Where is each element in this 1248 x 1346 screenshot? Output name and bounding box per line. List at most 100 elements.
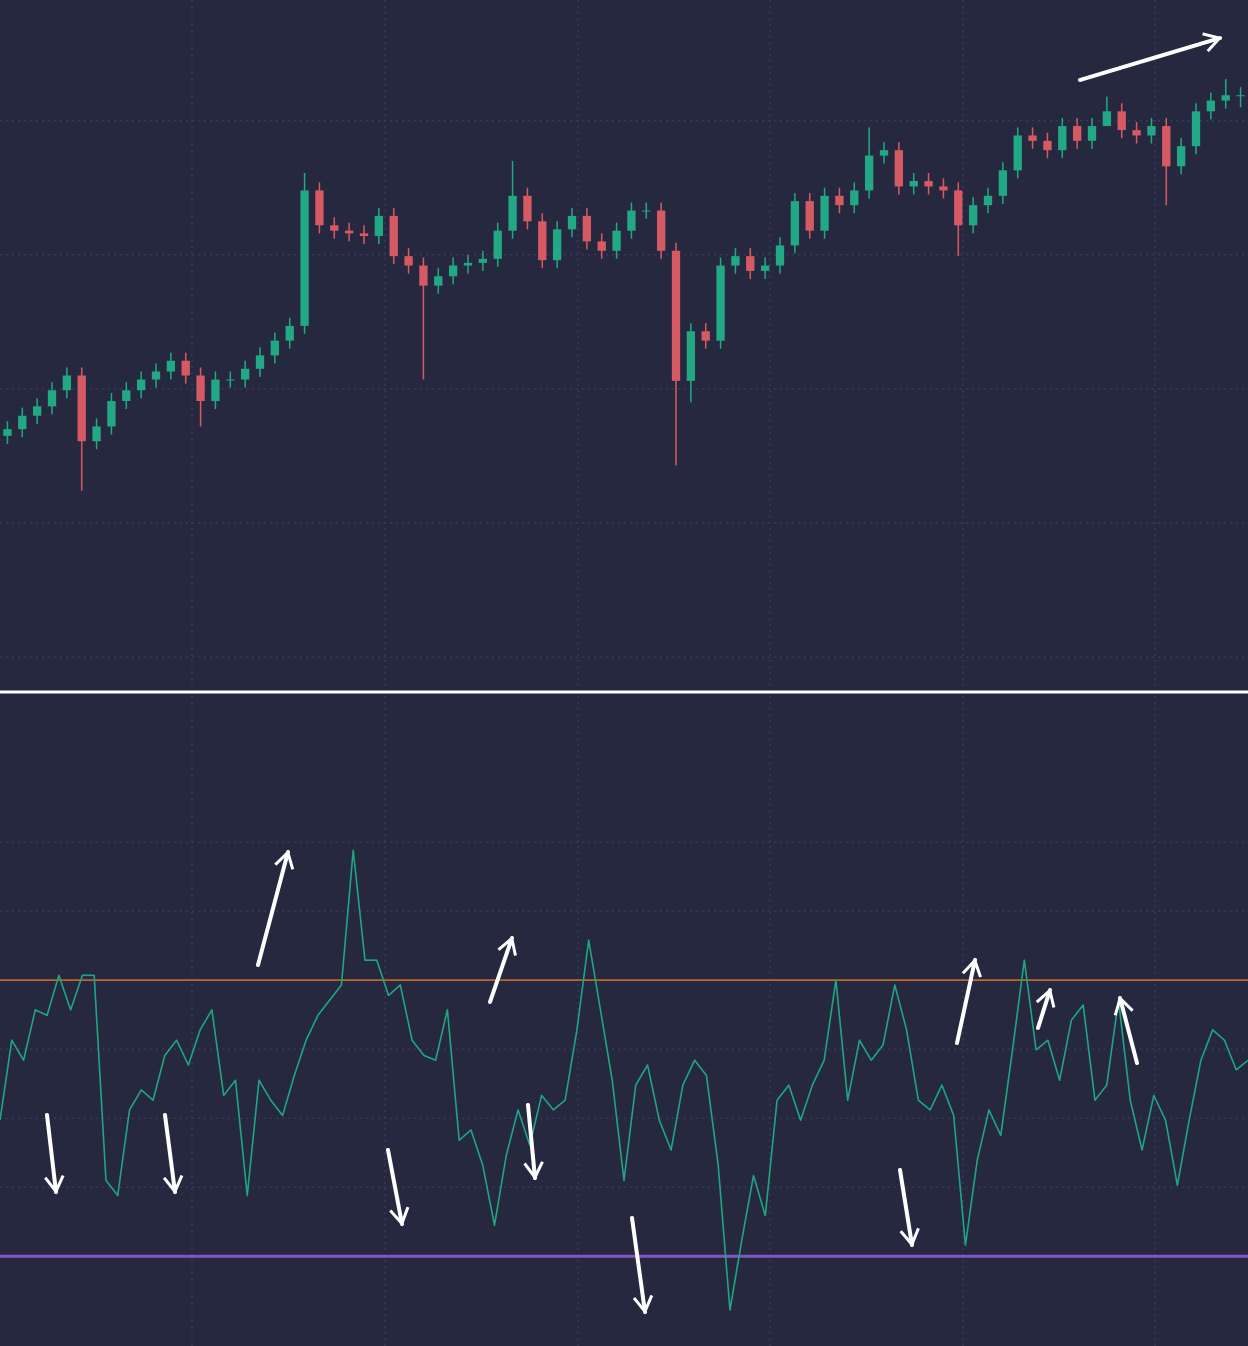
candle-body [419,265,428,286]
candle-body [968,205,978,226]
candle-body [344,230,354,234]
candle-body [122,390,131,401]
candle-body [226,379,235,381]
candle-body [523,195,532,222]
candle-body [1191,111,1201,147]
arrow [386,1148,410,1227]
candle-body [701,331,710,341]
candle-body [196,375,205,401]
candle-body [552,229,562,261]
arrow [630,1216,654,1315]
candle-body [983,195,993,206]
candle-body [656,210,666,251]
candle-body [864,155,874,191]
candle-body [835,195,844,206]
arrow [1035,987,1056,1030]
arrow [256,849,295,967]
candle-body [939,186,948,191]
candle-body [18,415,27,430]
candle-body [300,190,309,326]
candle-body [1236,95,1245,97]
candle-body [879,150,889,156]
candle-body [448,265,458,277]
candle-body [954,190,963,226]
candle-body [493,230,502,259]
candle-body [1221,95,1230,101]
arrow [955,957,982,1045]
arrow [1078,32,1223,82]
candle-body [998,170,1008,196]
arrow [898,1168,920,1248]
candle-body [181,360,190,376]
candle-body [285,325,294,341]
plot [0,79,1248,1311]
arrow [488,935,517,1004]
arrow [44,1113,65,1195]
candle-body [1028,135,1037,141]
candle-body [1117,111,1126,131]
candle-body [508,195,517,231]
arrow [1113,995,1139,1065]
candle-body [478,258,488,263]
candle-body [924,181,933,187]
candle-body [790,201,800,246]
candle-body [47,390,57,407]
candle-body [597,241,606,251]
candle-body [107,400,116,427]
candle-body [166,360,176,372]
candle-body [716,265,725,341]
arrow [162,1113,184,1195]
candle-body [374,215,384,237]
candle-body [850,190,859,206]
candle-body [32,406,42,416]
candle-body [240,368,250,380]
candle-body [389,215,398,257]
candle-body [62,375,72,391]
candle-body [686,331,696,381]
candle-body [820,195,829,231]
candle-body [612,230,621,251]
candle-body [731,256,740,266]
candle-body [760,265,770,271]
candle-body [1147,126,1156,136]
oscillator-line [0,849,1248,1311]
candle-body [538,221,547,261]
candle-body [211,379,220,401]
candle-body [1176,146,1186,167]
candle-body [909,181,918,187]
annotations [44,32,1223,1315]
candle-body [1132,130,1141,136]
candle-body [671,250,681,381]
candle-body [1058,126,1067,151]
candle-body [1013,135,1022,171]
candle-body [3,429,12,436]
candle-body [582,215,592,242]
candle-body [404,256,413,266]
candle-body [775,245,785,266]
candle-body [255,355,265,369]
candle-body [463,262,473,266]
candle-body [1087,126,1097,141]
candle-body [1072,126,1082,141]
candle-body [270,340,280,356]
candle-body [805,201,814,231]
candle-body [315,190,324,226]
candle-body [1162,126,1171,167]
candle-body [92,426,101,442]
candle-body [642,210,651,212]
candle-body [136,379,146,391]
candle-body [627,210,636,231]
candle-body [1043,140,1052,151]
candle-body [567,215,577,230]
arrow [523,1103,544,1181]
candle-body [1102,111,1112,127]
candle-body [359,233,369,237]
candle-body [894,150,904,187]
candle-body [434,276,443,286]
candle-body [77,375,86,442]
candle-body [151,371,161,380]
candle-body [1206,100,1216,112]
